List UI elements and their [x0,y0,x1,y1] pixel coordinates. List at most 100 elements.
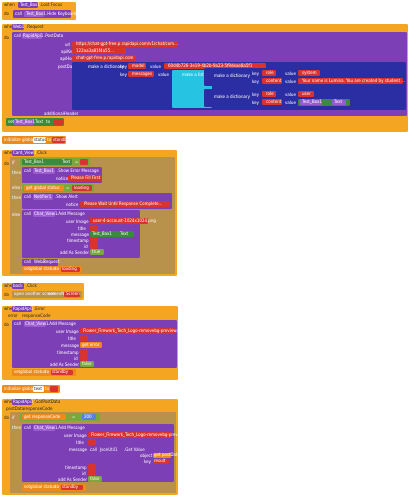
result-key[interactable] [153,459,169,464]
card-comp[interactable] [12,150,34,156]
notice-string[interactable] [68,175,102,181]
text-getter[interactable] [298,99,350,106]
user-value[interactable] [298,91,314,97]
call-label: call [24,168,31,173]
key-label: key [120,72,128,77]
messages-key[interactable] [128,71,154,77]
chat-target[interactable] [33,211,55,217]
web-comp[interactable] [12,24,24,30]
apihost-string[interactable] [72,55,136,61]
notice2-string[interactable] [80,201,170,207]
error-chat-target-text: Chat_View1 [25,321,49,326]
add-message-method: .Add Message [57,211,85,216]
gotpost-timestamp-string[interactable] [88,464,96,470]
error-title-string[interactable] [80,335,88,341]
role-key[interactable] [262,70,276,76]
content2-key[interactable] [262,99,282,105]
gotpost-standby-string[interactable] [61,485,83,490]
content-key[interactable] [262,78,282,84]
message-text-getter[interactable] [90,231,134,237]
loading-value-string[interactable] [61,267,80,272]
id-string[interactable] [90,243,98,249]
error-timestamp-string[interactable] [80,349,88,355]
timestamp-string[interactable] [90,237,98,243]
error-comp[interactable] [12,306,32,312]
gotpost-false-text: false [90,476,100,481]
get-response-code[interactable] [22,414,66,420]
error-false-value[interactable] [80,361,94,367]
if-text-getter[interactable] [22,159,72,165]
standby-string[interactable] [52,137,65,143]
error-id-string[interactable] [80,355,88,361]
error-standby-string[interactable] [51,370,73,375]
make-dict-label: make a dictionary [214,73,250,78]
gotpost-chat-target[interactable] [33,425,55,431]
get-value-call[interactable] [88,446,172,462]
apikey-string[interactable] [72,48,126,54]
web-request-call[interactable] [22,259,58,266]
lostfocus-comp-field[interactable] [18,2,38,8]
if-empty-string[interactable] [80,159,88,165]
text-getter-prop[interactable] [332,100,346,105]
text-empty-string[interactable] [50,386,58,392]
postdata-param: postData [6,406,25,411]
set-label: set [24,484,31,489]
gotpost-chat-target-text: Chat_View1 [34,425,58,430]
timestamp-label: timestamp [67,238,89,243]
gotpost-id-string[interactable] [88,470,96,476]
model-key[interactable] [128,63,146,69]
set-status-loading[interactable] [22,266,82,273]
user-image-string[interactable] [90,218,148,224]
error-chat-target[interactable] [24,321,46,327]
init-text-block[interactable] [2,385,60,393]
text-getter-comp-text: Test_Box1 [302,99,322,104]
gotpost-image-string[interactable] [88,432,172,438]
get-postdata[interactable] [153,453,171,458]
message-label: message [69,447,87,452]
call-target[interactable] [24,11,44,17]
get-status[interactable] [24,185,64,191]
notifier-target[interactable] [33,194,53,200]
key-label: key [252,92,260,97]
role-key-text: role [266,70,274,75]
open-screen-block[interactable] [12,291,82,298]
gotpost-standby-value: standby [62,484,79,489]
get-error-text: get error [82,342,100,347]
get-postdata-text: get postData [154,452,181,457]
back-comp[interactable] [12,283,24,289]
gotpost-set-status[interactable] [22,484,86,491]
if-eq: = [75,159,79,164]
value-label: value [285,100,296,105]
set-text-block[interactable] [6,118,64,126]
role2-key[interactable] [262,91,276,97]
empty-string[interactable] [54,119,63,125]
loading-string[interactable] [72,185,92,191]
content-value[interactable] [298,78,403,84]
true-value[interactable] [90,249,104,255]
error-user-image-string[interactable] [80,328,176,334]
get-error[interactable] [80,342,102,348]
gotpost-eq: = [72,414,76,419]
text-name-field[interactable] [33,386,44,392]
gotpost-false-value[interactable] [88,476,102,482]
error-add-message-method: .Add Message [48,321,76,326]
notice2-label: notice [66,202,79,207]
set-comp[interactable] [14,119,34,125]
screen-string[interactable] [64,292,80,297]
text-getter-prop-text: Text [334,99,343,104]
model-value[interactable] [164,63,266,69]
gotpost-comp[interactable] [12,399,32,405]
gotpost-title-string[interactable] [88,439,96,445]
system-value[interactable] [298,70,320,76]
num-200[interactable] [82,414,96,420]
key-label: key [252,79,260,84]
status-name-field[interactable] [33,137,46,143]
url-string[interactable] [72,41,178,47]
show-error-target[interactable] [33,168,55,174]
error-comp-text: RapidApi1 [13,306,34,311]
error-set-status[interactable] [12,369,76,376]
title-string[interactable] [90,225,98,231]
text-getter-comp[interactable] [300,100,322,105]
id-label: id [84,244,88,249]
rapidapi-target[interactable] [22,33,42,39]
